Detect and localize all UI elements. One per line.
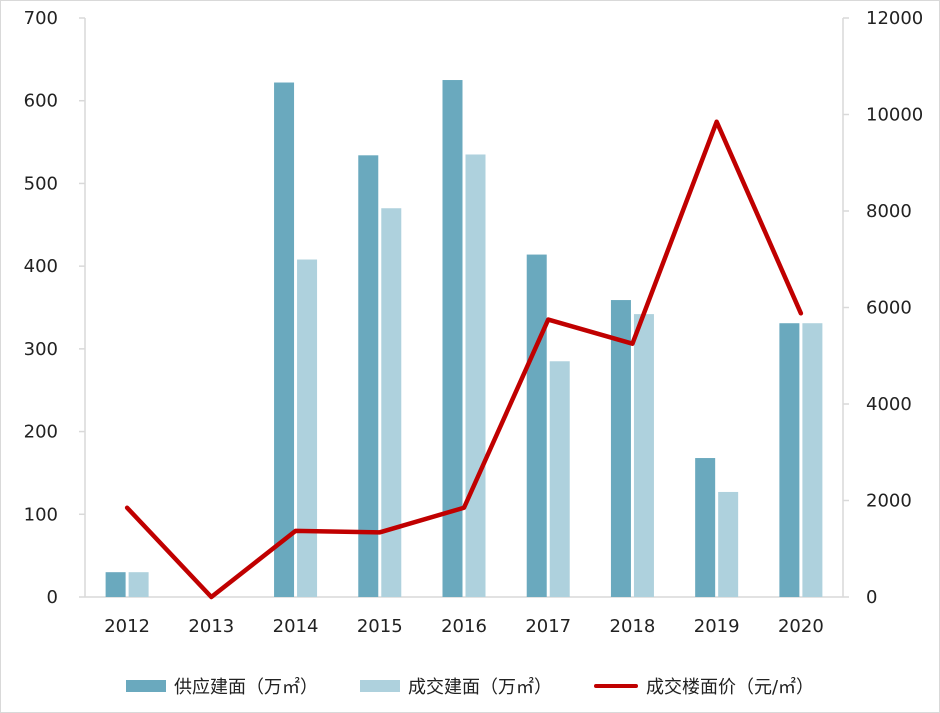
x-tick-label: 2013	[188, 616, 234, 637]
right-tick-label: 10000	[866, 105, 923, 126]
x-tick-label: 2014	[273, 616, 319, 637]
x-axis-ticks: 2012 2013 2014 2015 2016 2017 2018 2019 2020	[104, 616, 824, 637]
left-tick-label: 0	[47, 587, 58, 608]
left-tick-label: 500	[24, 173, 58, 194]
legend-label-transaction: 成交建面（万㎡）	[407, 677, 552, 698]
x-tick-label: 2017	[525, 616, 571, 637]
right-tick-label: 2000	[866, 491, 912, 512]
right-tick-label: 8000	[866, 201, 912, 222]
legend-item-supply: 供应建面（万㎡）	[125, 673, 318, 699]
legend-swatch-supply	[125, 680, 166, 692]
legend-item-price: 成交楼面价（元/㎡）	[593, 673, 815, 699]
combo-chart: 0 100 200 300 400 500 600 700 0 2000 4000 6000 8000…	[24, 8, 924, 637]
transaction-bar-2019	[718, 491, 739, 597]
bars	[105, 80, 823, 598]
right-tick-label: 6000	[866, 298, 912, 319]
legend-label-price: 成交楼面价（元/㎡）	[645, 677, 815, 698]
legend-label-supply: 供应建面（万㎡）	[173, 677, 318, 698]
right-tick-label: 12000	[866, 8, 923, 29]
transaction-bar-2016	[465, 154, 486, 597]
left-tick-label: 600	[24, 91, 58, 112]
x-tick-label: 2018	[610, 616, 656, 637]
transaction-bar-2015	[381, 208, 402, 597]
supply-bar-2016	[442, 80, 463, 598]
legend: 供应建面（万㎡） 成交建面（万㎡） 成交楼面价（元/㎡）	[0, 668, 940, 704]
left-tick-label: 300	[24, 339, 58, 360]
supply-bar-2018	[610, 300, 631, 597]
transaction-bar-2017	[549, 361, 570, 597]
supply-bar-2014	[274, 82, 295, 597]
x-tick-label: 2012	[104, 616, 150, 637]
left-tick-label: 400	[24, 256, 58, 277]
transaction-bar-2020	[802, 323, 823, 597]
supply-bar-2020	[779, 323, 800, 597]
right-axis-ticks: 0 2000 4000 6000 8000 10000 12000	[843, 8, 923, 608]
right-tick-label: 4000	[866, 394, 912, 415]
legend-item-transaction: 成交建面（万㎡）	[359, 673, 552, 699]
left-tick-label: 100	[24, 504, 58, 525]
x-tick-label: 2020	[778, 616, 824, 637]
supply-bar-2017	[526, 254, 547, 597]
supply-bar-2012	[105, 572, 126, 597]
transaction-bar-2018	[633, 314, 654, 597]
legend-swatch-transaction	[359, 680, 400, 692]
left-tick-label: 700	[24, 8, 58, 29]
transaction-bar-2014	[297, 259, 318, 597]
x-tick-label: 2015	[357, 616, 403, 637]
x-tick-label: 2016	[441, 616, 487, 637]
left-axis-ticks: 0 100 200 300 400 500 600 700	[24, 8, 85, 608]
x-tick-label: 2019	[694, 616, 740, 637]
supply-bar-2019	[695, 458, 716, 597]
transaction-bar-2012	[128, 572, 149, 597]
supply-bar-2015	[358, 155, 379, 597]
right-tick-label: 0	[866, 587, 877, 608]
legend-swatch-price	[593, 684, 638, 688]
price-line-layer	[124, 119, 804, 600]
left-tick-label: 200	[24, 422, 58, 443]
